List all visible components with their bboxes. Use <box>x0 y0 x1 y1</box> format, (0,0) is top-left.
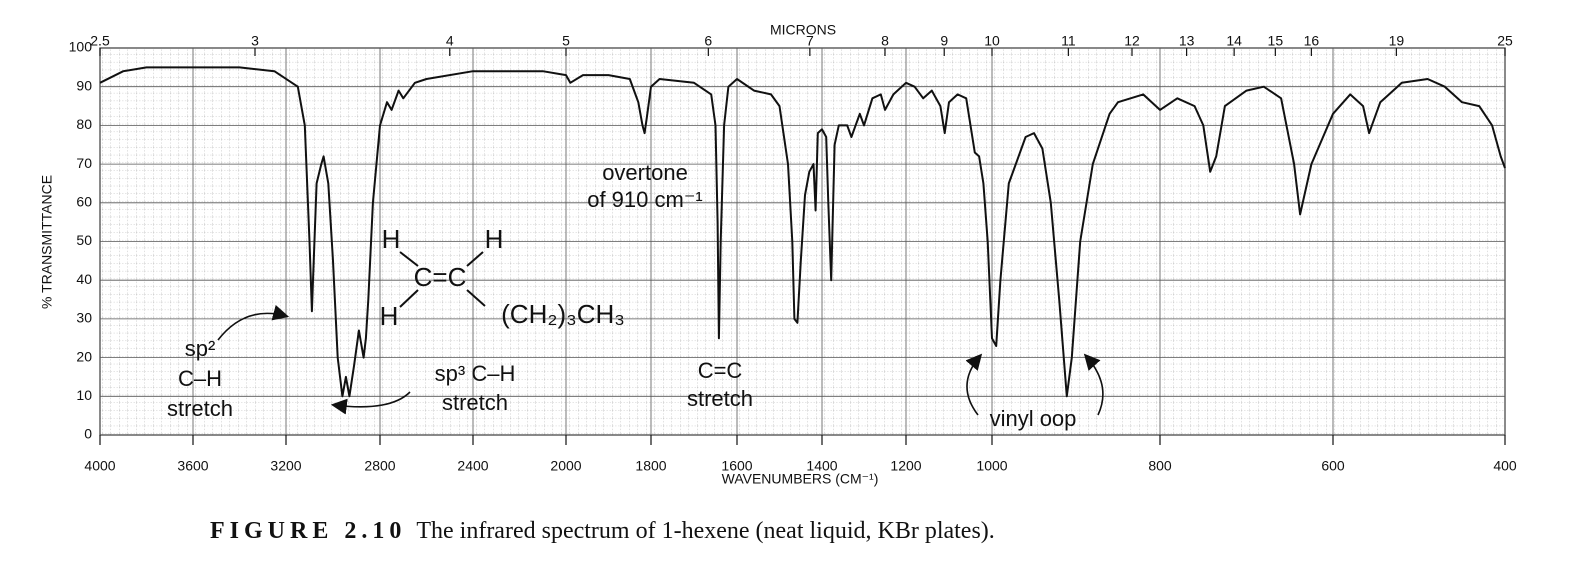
y-tick-label: 20 <box>76 348 92 364</box>
annotation: stretch <box>167 396 233 421</box>
molecule-bonds <box>399 251 486 308</box>
annotation: stretch <box>442 390 508 415</box>
x2-tick-label: 13 <box>1179 33 1195 49</box>
annotation: stretch <box>687 386 753 411</box>
y-tick-label: 90 <box>76 77 92 93</box>
x-tick-label: 4000 <box>84 458 115 474</box>
x2-tick-label: 15 <box>1268 33 1284 49</box>
annotation: C–H <box>178 366 222 391</box>
annotation: C=C <box>698 358 743 383</box>
x-axis-title: WAVENUMBERS (CM⁻¹) <box>722 471 879 487</box>
caption-text: The infrared spectrum of 1-hexene (neat … <box>416 518 995 544</box>
x-tick-label: 3600 <box>177 458 208 474</box>
y-tick-label: 30 <box>76 310 92 326</box>
x-tick-label: 2000 <box>550 458 581 474</box>
spectrum-line <box>99 66 1506 398</box>
figure-number: FIGURE 2.10 <box>210 518 407 544</box>
annotation: sp² <box>185 336 216 361</box>
y-axis-title: % TRANSMITTANCE <box>39 175 55 309</box>
molecule-label: C=C <box>414 262 467 292</box>
y-tick-label: 80 <box>76 116 92 132</box>
y-tick-label: 50 <box>76 232 92 248</box>
x-tick-label: 1200 <box>890 458 921 474</box>
y-tick-label: 0 <box>84 426 92 442</box>
x-tick-label: 600 <box>1321 458 1345 474</box>
x-tick-label: 1800 <box>635 458 666 474</box>
x2-axis-title: MICRONS <box>770 22 836 38</box>
x2-tick-label: 25 <box>1497 33 1513 49</box>
molecule-label: H <box>382 224 401 254</box>
x2-tick-label: 8 <box>881 33 889 49</box>
molecule-label: H <box>485 224 504 254</box>
x2-tick-label: 6 <box>704 33 712 49</box>
marks <box>99 66 1506 398</box>
x2-tick-label: 12 <box>1124 33 1140 49</box>
y-tick-label: 60 <box>76 194 92 210</box>
x-tick-label: 3200 <box>270 458 301 474</box>
chart: MICRONS WAVENUMBERS (CM⁻¹) % TRANSMITTAN… <box>39 22 1517 487</box>
x2-tick-label: 7 <box>806 33 814 49</box>
molecule-label: (CH₂)₃CH₃ <box>501 299 625 329</box>
annotation: sp³ C–H <box>435 361 516 386</box>
x2-tick-label: 4 <box>446 33 454 49</box>
x-tick-label: 2400 <box>457 458 488 474</box>
y-tick-label: 40 <box>76 271 92 287</box>
x-tick-label: 800 <box>1148 458 1172 474</box>
x-tick-label: 1600 <box>721 458 752 474</box>
x2-tick-label: 19 <box>1389 33 1405 49</box>
x2-tick-label: 9 <box>940 33 948 49</box>
x-tick-label: 1400 <box>806 458 837 474</box>
y-tick-label: 10 <box>76 387 92 403</box>
annotation: vinyl oop <box>990 406 1077 431</box>
x2-tick-label: 3 <box>251 33 259 49</box>
x-tick-label: 400 <box>1493 458 1517 474</box>
caption: FIGURE 2.10 The infrared spectrum of 1-he… <box>210 518 995 545</box>
x-tick-label: 1000 <box>976 458 1007 474</box>
x2-tick-label: 11 <box>1061 33 1076 49</box>
arrows <box>217 304 1104 416</box>
x2-tick-label: 5 <box>562 33 570 49</box>
x-tick-label: 2800 <box>364 458 395 474</box>
x2-tick-label: 16 <box>1304 33 1320 49</box>
x2-tick-label: 14 <box>1226 33 1242 49</box>
annotation: of 910 cm⁻¹ <box>587 187 703 212</box>
x2-tick-label: 10 <box>984 33 1000 49</box>
annotation: overtone <box>602 160 688 185</box>
grid <box>99 47 1506 436</box>
y-tick-label: 70 <box>76 155 92 171</box>
molecule-label: H <box>380 301 399 331</box>
y-tick-label: 100 <box>69 39 93 55</box>
x2-tick-label: 2.5 <box>90 33 110 49</box>
